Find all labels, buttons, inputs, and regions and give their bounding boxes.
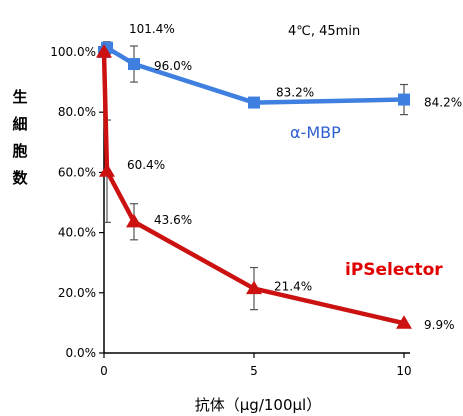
data-point [99, 163, 115, 177]
data-point [398, 93, 410, 106]
data-label: 9.9% [424, 318, 455, 332]
y-tick-label: 80.0% [58, 105, 96, 119]
x-tick-label: 5 [250, 364, 258, 378]
data-point [96, 44, 112, 58]
condition-annotation: 4℃, 45min [288, 24, 360, 39]
y-tick-label: 20.0% [58, 286, 96, 300]
axes [103, 44, 410, 354]
data-label: 60.4% [127, 158, 165, 172]
y-tick-label: 0.0% [66, 346, 97, 360]
series-name-label: α-MBP [290, 123, 341, 142]
series-layer: 101.4% 96.0% 83.2% 84.2% α-MBP 60.4% 43.6% 21.4… [96, 22, 462, 332]
data-label: 96.0% [154, 59, 192, 73]
series-1: 60.4% 43.6% 21.4% 9.9% iPSelector [96, 44, 455, 332]
y-tick-label: 100.0% [50, 45, 96, 59]
data-point [248, 96, 260, 109]
data-label: 83.2% [276, 86, 314, 100]
data-label: 84.2% [424, 96, 462, 110]
x-tick-label: 0 [100, 364, 108, 378]
data-label: 21.4% [274, 280, 312, 294]
data-label: 43.6% [154, 213, 192, 227]
y-tick-label: 40.0% [58, 226, 96, 240]
x-tick-label: 10 [396, 364, 411, 378]
y-ticks: 0.0% 20.0% 40.0% 60.0% 80.0% 100.0% [50, 45, 104, 360]
x-axis-label: 抗体（μg/100μl） [195, 396, 321, 414]
y-axis-label: 生細胞数 [11, 88, 28, 187]
series-0: 101.4% 96.0% 83.2% 84.2% α-MBP [98, 22, 462, 142]
series-line [102, 45, 405, 105]
data-point [246, 280, 262, 295]
data-point [126, 213, 142, 228]
x-ticks: 0 5 10 [100, 353, 412, 378]
y-axis-label-text: 生細胞数 [11, 88, 28, 187]
data-point [128, 58, 140, 71]
series-name-label: iPSelector [345, 260, 443, 280]
data-label: 101.4% [129, 22, 175, 36]
y-tick-label: 60.0% [58, 165, 96, 179]
data-point [396, 315, 412, 329]
